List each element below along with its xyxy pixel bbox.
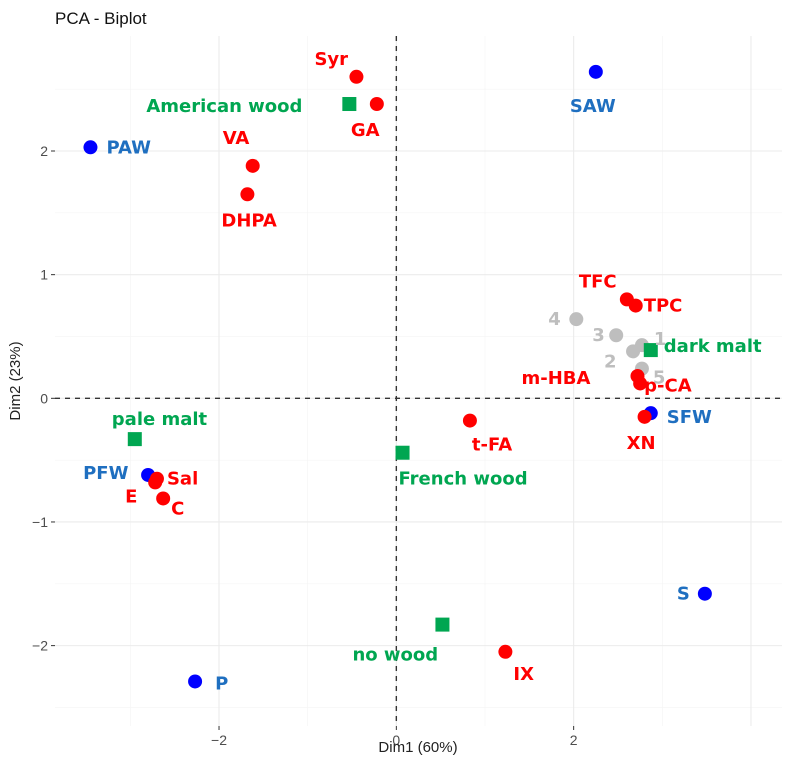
point-no-wood: [435, 617, 450, 632]
point-4: [569, 312, 584, 327]
y-tick-label: 2: [40, 143, 48, 159]
y-tick-label: 0: [40, 390, 48, 406]
label-paw: PAW: [106, 137, 151, 158]
label-s: S: [677, 584, 690, 605]
point-syr: [349, 69, 364, 84]
point-va: [245, 158, 260, 173]
chart-title: PCA - Biplot: [55, 9, 147, 28]
x-tick-label: 2: [570, 732, 578, 748]
point-c: [156, 491, 171, 506]
label-4: 4: [548, 309, 561, 330]
label-pale-malt: pale malt: [112, 409, 208, 430]
label-ix: IX: [513, 664, 534, 685]
point-french-wood: [395, 445, 410, 460]
point-saw: [588, 64, 603, 79]
grid: [55, 36, 782, 726]
point-dark-malt: [643, 343, 658, 358]
label-c: C: [171, 498, 184, 519]
point-e: [148, 475, 163, 490]
label-3: 3: [592, 325, 605, 346]
label-saw: SAW: [570, 96, 616, 117]
axis-ticks: −2 0 2 −2 −1 0 1 2: [32, 143, 578, 748]
y-axis-title: Dim2 (23%): [7, 341, 24, 420]
point-2: [626, 344, 641, 359]
point-s: [697, 586, 712, 601]
label-dark-malt: dark malt: [664, 336, 762, 357]
point-labels: 4 3 1 2 5 SAW PAW SFW PFW S P Syr GA VA DHPA TFC TPC m-HB…: [83, 49, 762, 695]
label-p-ca: p-CA: [644, 375, 692, 396]
point-p-ca: [633, 376, 648, 391]
x-tick-label: 0: [392, 732, 400, 748]
label-tpc: TPC: [644, 296, 683, 317]
label-1: 1: [654, 329, 667, 350]
label-e: E: [125, 486, 137, 507]
label-2: 2: [604, 351, 617, 372]
label-syr: Syr: [314, 49, 348, 70]
y-tick-label: −1: [32, 514, 48, 530]
x-tick-label: −2: [211, 732, 227, 748]
label-ga: GA: [351, 120, 380, 141]
point-3: [609, 328, 624, 343]
point-tpc: [628, 298, 643, 313]
zero-lines: [55, 36, 782, 726]
label-5: 5: [653, 368, 666, 389]
label-xn: XN: [627, 433, 656, 454]
label-m-hba: m-HBA: [521, 368, 590, 389]
point-ga: [369, 97, 384, 112]
x-axis-title: Dim1 (60%): [378, 739, 457, 756]
label-sfw: SFW: [667, 407, 712, 428]
label-dhpa: DHPA: [221, 210, 277, 231]
point-pale-malt: [127, 432, 142, 447]
point-ix: [498, 644, 513, 659]
label-p: P: [215, 673, 228, 694]
point-dhpa: [240, 187, 255, 202]
label-no-wood: no wood: [352, 645, 438, 666]
point-xn: [637, 409, 652, 424]
label-t-fa: t-FA: [472, 435, 512, 456]
point-t-fa: [462, 413, 477, 428]
point-paw: [83, 140, 98, 155]
label-sal: Sal: [167, 469, 198, 490]
label-french-wood: French wood: [399, 469, 528, 490]
y-tick-label: −2: [32, 638, 48, 654]
label-pfw: PFW: [83, 463, 128, 484]
point-american-wood: [342, 97, 357, 112]
label-american-wood: American wood: [146, 96, 302, 117]
label-va: VA: [223, 128, 250, 149]
y-tick-label: 1: [40, 267, 48, 283]
data-points: [83, 64, 712, 689]
label-tfc: TFC: [579, 271, 617, 292]
point-p: [188, 674, 203, 689]
